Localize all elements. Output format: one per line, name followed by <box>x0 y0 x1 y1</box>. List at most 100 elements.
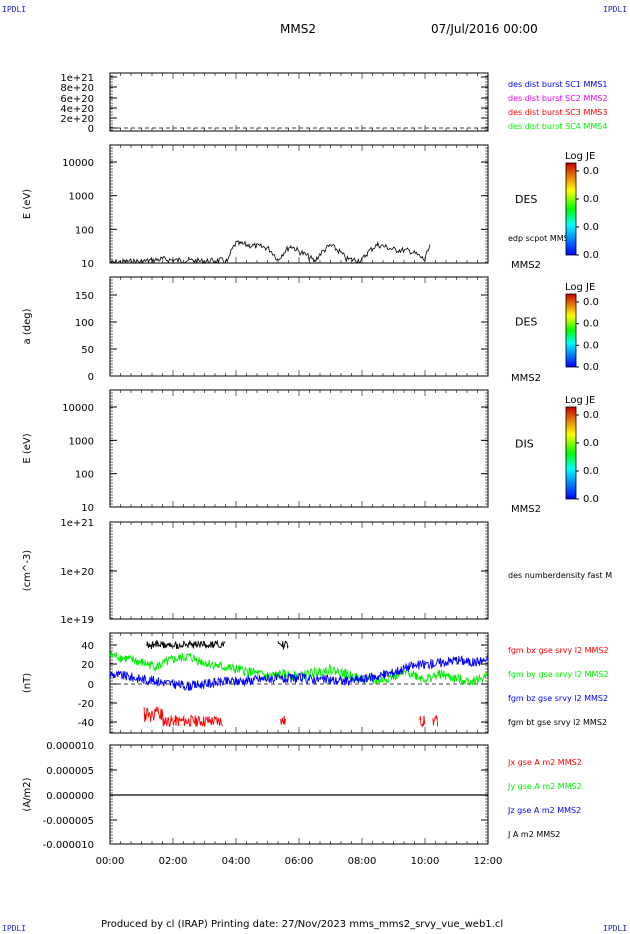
y-tick-label: 10 <box>81 503 94 514</box>
y-tick-label: 150 <box>75 291 94 302</box>
colorbar-tick-label: 0.0 <box>583 194 599 205</box>
colorbar-tick-label: 0.0 <box>583 494 599 505</box>
series-bx <box>432 715 439 727</box>
y-tick-label: 40 <box>81 641 94 652</box>
colorbar-tick-label: 0.0 <box>583 466 599 477</box>
instrument-label: DES <box>515 193 537 206</box>
colorbar-title: Log JE <box>565 151 595 162</box>
x-tick-label: 06:00 <box>285 856 314 867</box>
y-tick-label: -0.000010 <box>43 840 94 851</box>
y-tick-label: -20 <box>78 699 94 710</box>
panel-frame-4 <box>109 389 489 508</box>
y-tick-label: 8e+20 <box>60 83 94 94</box>
colorbars: DES MMS2 DES MMS2 DIS MMS2 des dist burst SC1 … <box>507 80 612 839</box>
corner-label-bottom-right: IPDLI <box>603 924 628 933</box>
y-tick-label: 20 <box>81 660 94 671</box>
y-tick-label: -0.000005 <box>43 816 94 827</box>
colorbar-title: Log JE <box>565 395 595 406</box>
panel-frame-5 <box>109 521 489 620</box>
y-tick-label: 2e+20 <box>60 114 94 125</box>
colorbar-tick-label: 0.0 <box>583 410 599 421</box>
colorbar-tick-label: 0.0 <box>583 297 599 308</box>
x-tick-label: 10:00 <box>411 856 440 867</box>
legend-entry: des dist burst SC4 MMS4 <box>508 122 607 131</box>
corner-label-top-right: IPDLI <box>603 5 628 14</box>
legend-entry: des dist burst SC3 MMS3 <box>508 108 607 117</box>
panel-frames <box>109 72 489 845</box>
y-axis-label: (cm^-3) <box>22 550 33 591</box>
y-tick-label: 100 <box>75 318 94 329</box>
legend-entry: Jx gse A m2 MMS2 <box>507 758 582 767</box>
instrument-label: DES <box>515 316 537 329</box>
spacecraft-title: MMS2 <box>280 22 316 36</box>
y-tick-label: 1e+21 <box>60 518 94 529</box>
series-scpot <box>109 239 431 265</box>
x-tick-label: 08:00 <box>348 856 377 867</box>
series-bt <box>172 639 226 649</box>
series-bx <box>280 715 286 725</box>
y-tick-label: 50 <box>81 345 94 356</box>
colorbar-tick-label: 0.0 <box>583 319 599 330</box>
legend-entry: des dist burst SC1 MMS1 <box>508 80 607 89</box>
x-tick-label: 04:00 <box>222 856 251 867</box>
legend-entry: des dist burst SC2 MMS2 <box>508 94 607 103</box>
y-tick-label: 100 <box>75 470 94 481</box>
legend-entry: fgm bt gse srvy l2 MMS2 <box>508 718 607 727</box>
panel-frame-6 <box>109 632 489 734</box>
spacecraft-label: MMS2 <box>511 504 541 515</box>
x-axis-ticks: 00:00 02:00 04:00 06:00 08:00 10:00 12:00 <box>96 856 503 867</box>
series-bx <box>419 715 426 728</box>
y-axis-labels: E (eV) a (deg) E (eV) (cm^-3) (nT) (A/m2) <box>22 189 33 812</box>
colorbar-tick-label: 0.0 <box>583 166 599 177</box>
legend-entry: Jz gse A m2 MMS2 <box>507 806 581 815</box>
colorbar-tick-label: 0.0 <box>583 362 599 373</box>
y-tick-label: 0.000010 <box>46 741 94 752</box>
date-title: 07/Jul/2016 00:00 <box>431 22 538 36</box>
colorbar <box>565 162 577 256</box>
y-tick-label: 0 <box>88 680 94 691</box>
y-tick-label: 10000 <box>62 158 94 169</box>
series-bx <box>172 714 224 728</box>
y-tick-label: 0.000005 <box>46 766 94 777</box>
corner-label-top-left: IPDLI <box>2 5 27 14</box>
y-tick-label: -40 <box>78 718 94 729</box>
instrument-label: DIS <box>515 438 534 451</box>
series-bx <box>143 706 173 728</box>
colorbar-tick-label: 0.0 <box>583 250 599 261</box>
colorbar-tick-label: 0.0 <box>583 222 599 233</box>
y-tick-labels: 1e+218e+206e+204e+202e+20010000100010010… <box>43 73 94 851</box>
corner-label-bottom-left: IPDLI <box>2 924 27 933</box>
series-bt <box>277 640 289 651</box>
footer-credit: Produced by cl (IRAP) Printing date: 27/… <box>101 919 504 930</box>
series-bz <box>109 655 489 692</box>
y-axis-label: (nT) <box>22 673 33 693</box>
legend-entry: fgm bz gse srvy l2 MMS2 <box>508 694 608 703</box>
y-tick-label: 6e+20 <box>60 94 94 105</box>
series-lines <box>109 127 489 796</box>
y-tick-label: 10 <box>81 259 94 270</box>
y-tick-label: 10000 <box>62 403 94 414</box>
y-tick-label: 100 <box>75 225 94 236</box>
y-axis-label: E (eV) <box>22 189 33 219</box>
x-tick-label: 12:00 <box>474 856 503 867</box>
y-tick-label: 1e+19 <box>60 615 94 626</box>
y-tick-label: 0 <box>88 372 94 383</box>
y-tick-label: 4e+20 <box>60 104 94 115</box>
panel-frame-1 <box>109 72 489 132</box>
colorbar <box>565 406 577 500</box>
legend-entry: J A m2 MMS2 <box>507 830 560 839</box>
colorbar-title: Log JE <box>565 282 595 293</box>
legend-entry: edp scpot MMS2 <box>508 234 574 243</box>
y-tick-label: 1e+21 <box>60 73 94 84</box>
y-axis-label: (A/m2) <box>22 777 33 811</box>
y-tick-label: 1000 <box>69 436 94 447</box>
spacecraft-label: MMS2 <box>511 260 541 271</box>
panel-frame-3 <box>109 276 489 377</box>
y-tick-label: 0.000000 <box>46 791 94 802</box>
legend-entry: Jy gse A m2 MMS2 <box>507 782 582 791</box>
legend-entry: fgm by gse srvy l2 MMS2 <box>508 670 609 679</box>
colorbar <box>565 293 577 368</box>
colorbar-tick-label: 0.0 <box>583 438 599 449</box>
colorbar-tick-label: 0.0 <box>583 340 599 351</box>
